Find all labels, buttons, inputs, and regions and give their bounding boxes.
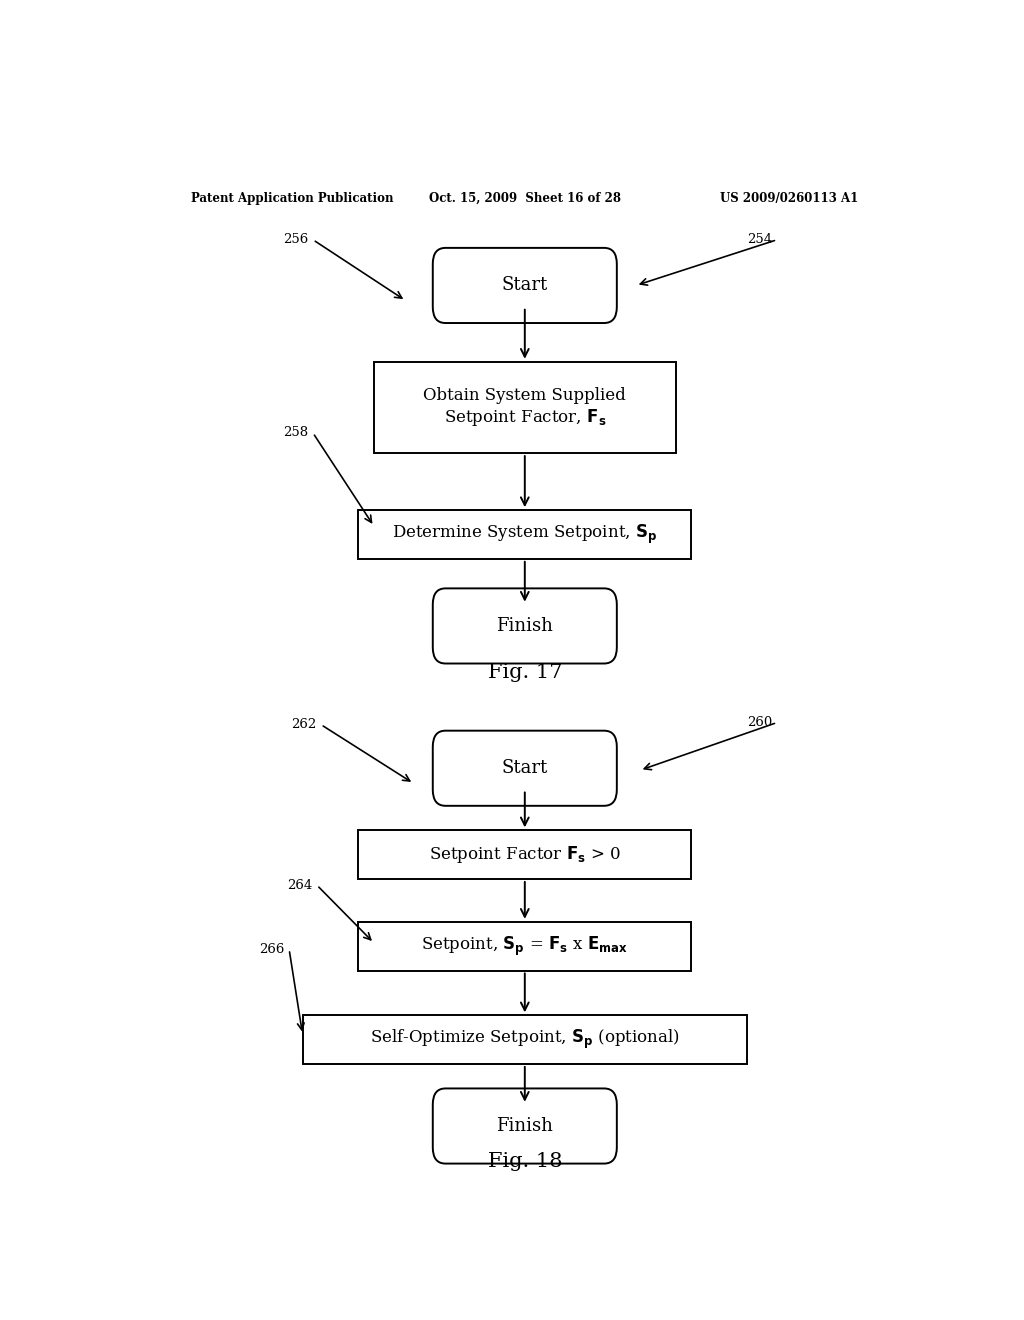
Text: 256: 256 — [283, 234, 308, 247]
Text: Determine System Setpoint, $\mathbf{S_p}$: Determine System Setpoint, $\mathbf{S_p}… — [392, 523, 657, 546]
Bar — [303, 1015, 748, 1064]
Bar — [374, 362, 676, 453]
Text: 266: 266 — [259, 942, 285, 956]
Bar — [358, 830, 691, 879]
Bar — [358, 510, 691, 558]
Text: Patent Application Publication: Patent Application Publication — [191, 191, 394, 205]
Text: Start: Start — [502, 759, 548, 777]
Text: 264: 264 — [287, 879, 312, 891]
Text: Fig. 17: Fig. 17 — [487, 663, 562, 682]
Text: US 2009/0260113 A1: US 2009/0260113 A1 — [720, 191, 858, 205]
Text: Oct. 15, 2009  Sheet 16 of 28: Oct. 15, 2009 Sheet 16 of 28 — [429, 191, 621, 205]
Text: Self-Optimize Setpoint, $\mathbf{S_p}$ (optional): Self-Optimize Setpoint, $\mathbf{S_p}$ (… — [370, 1028, 680, 1051]
Text: Setpoint, $\mathbf{S_p}$ = $\mathbf{F_s}$ x $\mathbf{E_{max}}$: Setpoint, $\mathbf{S_p}$ = $\mathbf{F_s}… — [421, 935, 629, 958]
Text: 262: 262 — [291, 718, 316, 731]
Text: 258: 258 — [283, 426, 308, 440]
Text: Finish: Finish — [497, 616, 553, 635]
FancyBboxPatch shape — [433, 248, 616, 323]
Bar — [358, 921, 691, 970]
Text: Start: Start — [502, 276, 548, 294]
Text: Setpoint Factor $\mathbf{F_s}$ > 0: Setpoint Factor $\mathbf{F_s}$ > 0 — [429, 843, 621, 865]
Text: 254: 254 — [748, 234, 772, 247]
FancyBboxPatch shape — [433, 1089, 616, 1163]
FancyBboxPatch shape — [433, 731, 616, 805]
Text: Fig. 18: Fig. 18 — [487, 1152, 562, 1171]
FancyBboxPatch shape — [433, 589, 616, 664]
Text: 260: 260 — [748, 715, 772, 729]
Text: Finish: Finish — [497, 1117, 553, 1135]
Text: Obtain System Supplied
Setpoint Factor, $\mathbf{F_s}$: Obtain System Supplied Setpoint Factor, … — [424, 387, 626, 428]
